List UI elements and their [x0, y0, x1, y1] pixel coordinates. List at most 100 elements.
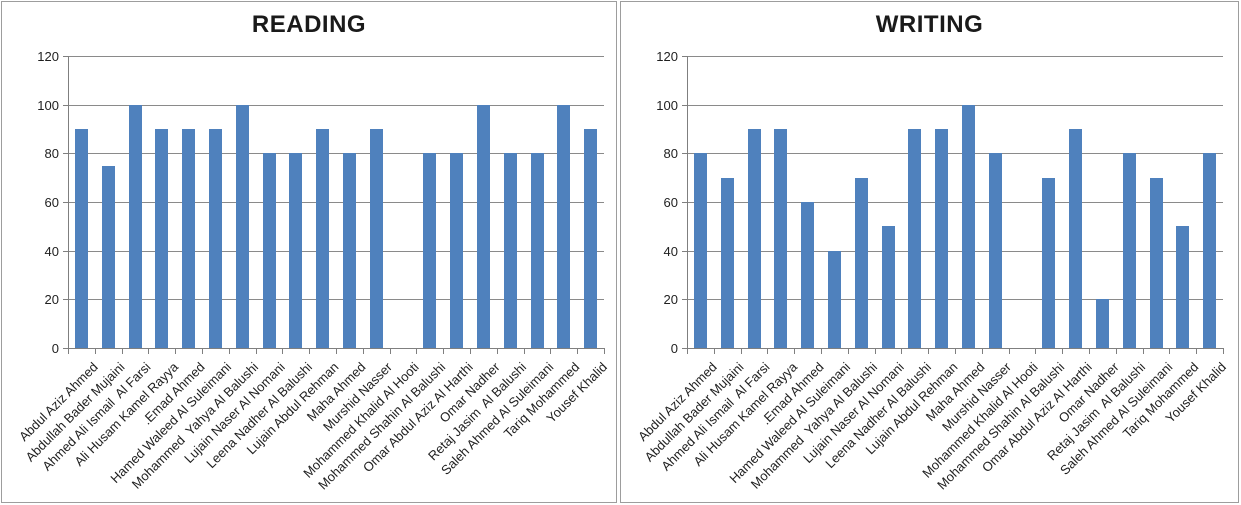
y-axis-tick-label: 120 — [656, 49, 678, 64]
x-tick-mark — [497, 348, 498, 354]
y-tick-mark — [682, 56, 687, 57]
x-tick-mark — [336, 348, 337, 354]
bar — [1095, 299, 1109, 348]
y-tick-mark — [63, 250, 68, 252]
bar — [503, 153, 517, 348]
x-tick-mark — [1035, 348, 1036, 354]
y-tick-mark — [682, 250, 687, 252]
gridline — [687, 202, 1223, 203]
bar — [1122, 153, 1136, 348]
bar — [235, 104, 249, 348]
bar — [881, 226, 895, 348]
x-tick-mark — [122, 348, 123, 354]
bar — [208, 129, 222, 348]
x-tick-mark — [550, 348, 551, 354]
x-tick-mark — [577, 348, 578, 354]
gridline — [68, 202, 604, 203]
bar — [74, 129, 88, 348]
x-tick-mark — [1143, 348, 1144, 354]
bar — [530, 153, 544, 348]
bar — [584, 129, 598, 348]
x-tick-mark — [1169, 348, 1170, 354]
y-tick-mark — [682, 104, 687, 106]
x-tick-mark — [229, 348, 230, 354]
y-axis-tick-label: 20 — [663, 292, 678, 308]
y-tick-mark — [682, 299, 687, 301]
bar — [1069, 129, 1083, 348]
x-tick-mark — [1089, 348, 1090, 354]
x-tick-mark — [202, 348, 203, 354]
x-tick-mark — [604, 348, 605, 354]
x-tick-mark — [68, 348, 69, 354]
bar — [557, 104, 571, 348]
y-axis-tick-label: 0 — [51, 341, 59, 356]
gridline — [687, 299, 1223, 301]
writing-chart-panel: WRITING 0 20 40 60 80 100 120 Abdul Aziz Ahmed A… — [620, 1, 1239, 503]
y-tick-mark — [682, 202, 687, 203]
bar — [128, 104, 142, 348]
y-axis-tick-label: 20 — [44, 292, 59, 308]
x-tick-mark — [175, 348, 176, 354]
y-axis-tick-label: 40 — [44, 243, 59, 259]
x-tick-mark — [309, 348, 310, 354]
bar — [908, 129, 922, 348]
bar — [747, 129, 761, 348]
gridline — [687, 153, 1223, 155]
y-axis-tick-label: 100 — [656, 97, 678, 113]
x-tick-mark — [443, 348, 444, 354]
y-tick-mark — [63, 56, 68, 57]
y-tick-mark — [63, 202, 68, 203]
y-axis-tick-label: 80 — [663, 146, 678, 162]
x-tick-mark — [148, 348, 149, 354]
bar — [450, 153, 464, 348]
y-tick-mark — [63, 153, 68, 155]
y-axis-line — [68, 56, 69, 349]
x-tick-mark — [1062, 348, 1063, 354]
x-tick-mark — [1223, 348, 1224, 354]
y-tick-mark — [63, 104, 68, 106]
x-tick-mark — [416, 348, 417, 354]
bar — [1149, 177, 1163, 348]
y-axis-tick-label: 120 — [37, 49, 59, 64]
x-tick-mark — [1196, 348, 1197, 354]
y-tick-mark — [682, 153, 687, 155]
bar — [988, 153, 1002, 348]
bar — [289, 153, 303, 348]
x-tick-mark — [767, 348, 768, 354]
reading-chart-panel: READING 0 20 40 60 80 100 120 Abdul Aziz Ahmed A… — [1, 1, 617, 503]
gridline — [68, 250, 604, 252]
bar — [693, 153, 707, 348]
x-tick-mark — [363, 348, 364, 354]
bar — [1203, 153, 1217, 348]
x-tick-mark — [524, 348, 525, 354]
bar — [182, 129, 196, 348]
bar — [369, 129, 383, 348]
x-tick-mark — [1009, 348, 1010, 354]
x-tick-mark — [390, 348, 391, 354]
x-tick-mark — [256, 348, 257, 354]
y-axis-line — [687, 56, 688, 349]
reading-plot-area: 0 20 40 60 80 100 120 Abdul Aziz Ahmed Abdullah … — [2, 2, 616, 502]
y-axis-tick-label: 100 — [37, 97, 59, 113]
y-axis-tick-label: 80 — [44, 146, 59, 162]
bar — [476, 104, 490, 348]
bar — [1042, 177, 1056, 348]
bar — [854, 177, 868, 348]
writing-chart-title: WRITING — [875, 11, 984, 38]
bar — [720, 177, 734, 348]
gridline — [68, 104, 604, 106]
x-tick-mark — [1116, 348, 1117, 354]
x-tick-mark — [928, 348, 929, 354]
gridline — [68, 153, 604, 155]
bar — [935, 129, 949, 348]
x-tick-mark — [982, 348, 983, 354]
gridline — [68, 56, 604, 57]
bar — [774, 129, 788, 348]
x-tick-mark — [714, 348, 715, 354]
bar — [155, 129, 169, 348]
bar — [423, 153, 437, 348]
x-tick-mark — [282, 348, 283, 354]
x-tick-mark — [687, 348, 688, 354]
bar — [101, 165, 115, 348]
